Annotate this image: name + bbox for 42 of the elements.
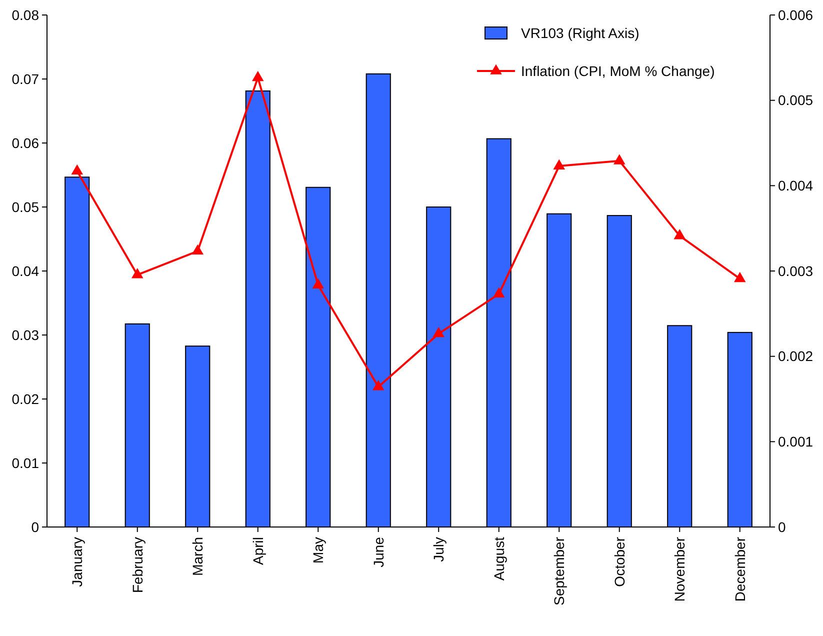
x-tick-label: October	[611, 536, 628, 587]
y-tick-label: 0.01	[12, 454, 40, 471]
y-tick-label: 0.03	[12, 326, 40, 343]
point	[312, 278, 324, 288]
y2-tick-label: 0.003	[778, 262, 814, 279]
y-tick-label: 0.06	[12, 134, 40, 151]
x-tick-label: April	[250, 537, 266, 566]
x-tick-label: September	[551, 536, 568, 606]
legend-label: VR103 (Right Axis)	[521, 24, 640, 41]
y-tick-label: 0	[31, 518, 40, 535]
x-tick-label: May	[310, 537, 326, 564]
y-tick-label: 0.02	[12, 390, 40, 407]
y2-tick-label: 0.004	[778, 178, 814, 194]
y-tick-label: 0.07	[12, 70, 40, 87]
x-tick-label: December	[732, 536, 748, 602]
y2-tick-label: 0.006	[778, 6, 814, 23]
x-tick-label: March	[190, 537, 206, 576]
x-tick-label: November	[672, 536, 688, 602]
point	[734, 272, 746, 282]
y-tick-label: 0.05	[12, 198, 40, 215]
y2-tick-label: 0	[778, 518, 786, 535]
x-tick-label: February	[129, 537, 146, 594]
point	[553, 159, 566, 170]
point	[674, 229, 686, 240]
point	[252, 70, 264, 82]
point	[613, 154, 626, 164]
point	[372, 380, 384, 390]
point	[131, 268, 144, 278]
y2-tick-label: 0.001	[778, 434, 814, 450]
x-tick-label: January	[69, 537, 86, 587]
y2-tick-label: 0.005	[778, 92, 814, 108]
point	[432, 326, 445, 338]
y-tick-label: 0.04	[12, 262, 40, 279]
y2-tick-label: 0.002	[778, 348, 814, 364]
point	[192, 244, 204, 255]
x-tick-label: July	[430, 537, 447, 562]
point	[71, 164, 84, 175]
y-tick-label: 0.08	[12, 6, 40, 23]
x-tick-label: June	[370, 536, 386, 568]
x-tick-label: August	[490, 536, 507, 581]
legend-label: Inflation (CPI, MoM % Change)	[521, 62, 715, 79]
point	[492, 287, 505, 298]
